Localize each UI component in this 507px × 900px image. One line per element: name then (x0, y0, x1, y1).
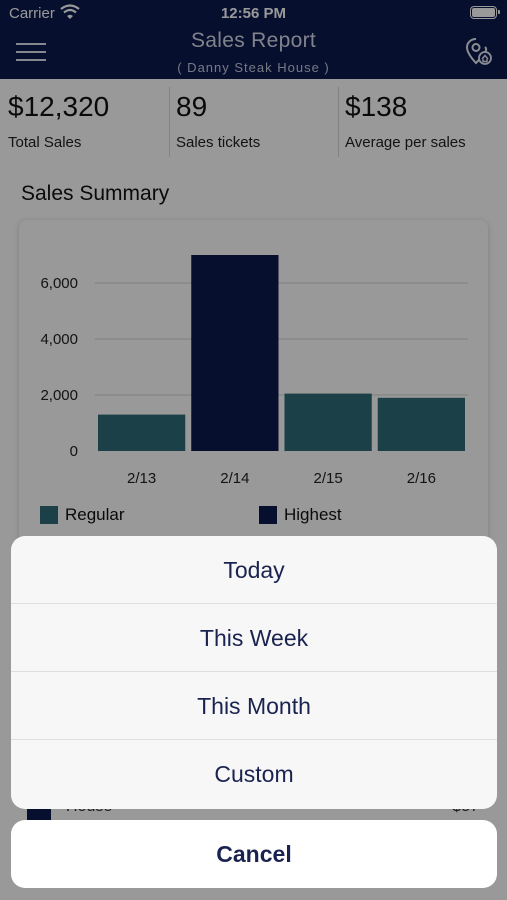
total-sales-stat: $12,320 Total Sales (0, 79, 169, 159)
bar-2-15[interactable] (284, 393, 372, 451)
app-header: Carrier 12:56 PM Sales Report ( Danny St… (0, 0, 507, 79)
legend-label: Highest (284, 505, 342, 524)
status-bar: Carrier 12:56 PM (0, 0, 507, 28)
sales-bar-chart: 0 2,000 4,000 6,000 2/13 2/14 2/15 2/16 (40, 255, 468, 487)
x-tick-label: 2/16 (407, 470, 436, 487)
cancel-button[interactable]: Cancel (11, 820, 497, 888)
stat-divider (169, 87, 170, 157)
hamburger-menu-icon[interactable] (16, 42, 46, 62)
option-this-month[interactable]: This Month (11, 672, 497, 740)
bar-2-16[interactable] (377, 397, 465, 451)
legend-regular: Regular (40, 505, 125, 525)
y-tick-label: 4,000 (40, 331, 78, 348)
bar-2-14[interactable] (191, 255, 279, 451)
clock: 12:56 PM (220, 5, 287, 22)
carrier-label: Carrier (9, 5, 55, 22)
x-tick-label: 2/15 (314, 470, 343, 487)
stat-label: Average per sales (345, 134, 466, 151)
sales-tickets-stat: 89 Sales tickets (168, 79, 338, 159)
stat-value: $138 (345, 91, 408, 122)
stats-row: $12,320 Total Sales 89 Sales tickets $13… (0, 79, 507, 159)
option-today[interactable]: Today (11, 536, 497, 604)
store-name-subtitle: ( Danny Steak House ) (177, 60, 330, 75)
x-tick-label: 2/13 (127, 470, 156, 487)
date-range-action-sheet: Today This Week This Month Custom (11, 536, 497, 809)
option-custom[interactable]: Custom (214, 761, 294, 787)
y-tick-label: 6,000 (40, 275, 78, 292)
battery-icon (470, 6, 500, 19)
location-store-icon[interactable] (462, 36, 494, 68)
legend-swatch (259, 506, 277, 524)
stat-value: 89 (176, 91, 208, 122)
legend-swatch (40, 506, 58, 524)
legend-highest: Highest (259, 505, 342, 525)
legend-label: Regular (65, 505, 125, 524)
y-tick-label: 0 (70, 443, 78, 460)
stat-value: $12,320 (8, 91, 110, 122)
stat-label: Total Sales (8, 134, 82, 151)
y-tick-label: 2,000 (40, 387, 78, 404)
option-this-week[interactable]: This Week (11, 604, 497, 672)
wifi-icon (60, 4, 80, 19)
stat-divider (338, 87, 339, 157)
x-tick-label: 2/14 (220, 470, 249, 487)
average-per-sales-stat: $138 Average per sales (337, 79, 507, 159)
page-title: Sales Report (191, 29, 316, 52)
stat-label: Sales tickets (176, 134, 261, 151)
section-title: Sales Summary (21, 182, 170, 205)
bar-2-13[interactable] (98, 414, 186, 451)
